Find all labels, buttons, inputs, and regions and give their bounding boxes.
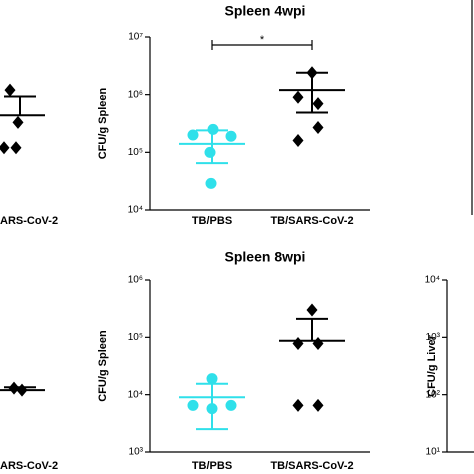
y-tick-label: 10³	[426, 332, 441, 343]
data-point	[225, 130, 237, 142]
data-point	[187, 399, 199, 411]
significance-label: *	[260, 34, 265, 46]
y-tick-label: 10⁵	[128, 332, 143, 343]
data-point	[312, 97, 324, 111]
panel-title: Spleen 8wpi	[225, 249, 306, 265]
data-point	[12, 115, 24, 129]
y-axis-label: CFU/g Liver	[426, 334, 438, 396]
y-tick-label: 10⁶	[128, 275, 143, 286]
y-axis-label: CFU/g Spleen	[97, 87, 109, 159]
data-point	[10, 141, 22, 155]
data-point	[207, 123, 219, 135]
data-point	[312, 120, 324, 134]
y-tick-label: 10⁷	[128, 32, 143, 43]
panel-title: Spleen 4wpi	[225, 3, 306, 19]
data-point	[0, 141, 10, 155]
data-point	[205, 177, 217, 189]
x-tick-label: TB/PBS	[192, 215, 232, 227]
data-point	[306, 303, 318, 317]
data-point	[204, 146, 216, 158]
x-tick-label: ARS-CoV-2	[0, 215, 58, 227]
data-point	[206, 373, 218, 385]
data-point	[292, 337, 304, 351]
data-point	[4, 83, 16, 97]
y-tick-label: 10²	[426, 389, 441, 400]
x-tick-label: TB/SARS-CoV-2	[270, 215, 353, 227]
data-point	[187, 129, 199, 141]
data-point	[292, 90, 304, 104]
data-point	[292, 134, 304, 148]
data-point	[312, 337, 324, 351]
x-tick-label: ARS-CoV-2	[0, 460, 58, 472]
significance-bracket	[211, 40, 313, 50]
x-tick-label: TB/SARS-CoV-2	[270, 460, 353, 472]
y-tick-label: 10⁴	[425, 275, 440, 286]
y-tick-label: 10⁴	[128, 389, 143, 400]
y-tick-label: 10³	[129, 447, 144, 458]
data-point	[312, 398, 324, 412]
data-point	[292, 398, 304, 412]
data-point	[225, 399, 237, 411]
y-tick-label: 10⁵	[128, 147, 143, 158]
y-tick-label: 10¹	[426, 447, 441, 458]
y-axis-label: CFU/g Spleen	[97, 330, 109, 402]
y-tick-label: 10⁴	[128, 205, 143, 216]
y-tick-label: 10⁶	[128, 89, 143, 100]
x-tick-label: TB/PBS	[192, 460, 232, 472]
